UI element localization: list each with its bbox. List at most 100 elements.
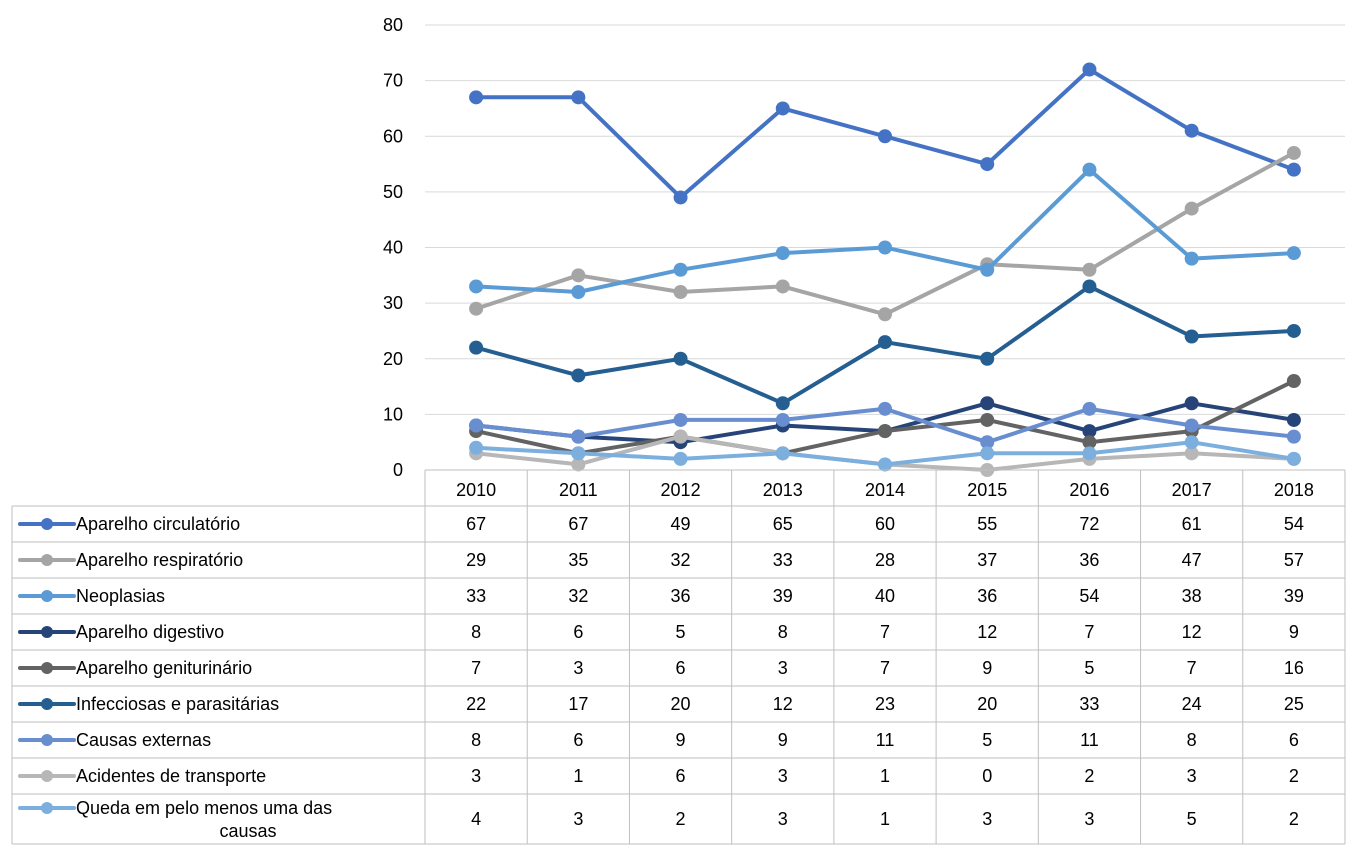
data-label: 7 [880, 622, 890, 642]
data-point [1286, 451, 1301, 466]
data-point [1286, 145, 1301, 160]
x-tick-label: 2017 [1172, 480, 1212, 500]
data-point [469, 440, 484, 455]
data-label: 9 [982, 658, 992, 678]
data-point [1184, 418, 1199, 433]
data-point [980, 262, 995, 277]
data-label: 20 [977, 694, 997, 714]
x-tick-label: 2012 [661, 480, 701, 500]
data-label: 3 [573, 809, 583, 829]
data-label: 72 [1079, 514, 1099, 534]
data-label: 24 [1182, 694, 1202, 714]
data-label: 49 [671, 514, 691, 534]
data-label: 25 [1284, 694, 1304, 714]
legend-key-marker [41, 698, 53, 710]
series [469, 401, 1301, 450]
data-label: 36 [1079, 550, 1099, 570]
data-label: 38 [1182, 586, 1202, 606]
legend-key-marker [41, 554, 53, 566]
data-label: 33 [466, 586, 486, 606]
row-label: causas [219, 821, 276, 841]
x-tick-label: 2013 [763, 480, 803, 500]
data-label: 12 [1182, 622, 1202, 642]
data-label: 3 [778, 809, 788, 829]
data-label: 47 [1182, 550, 1202, 570]
row-label: Causas externas [76, 730, 211, 750]
data-label: 7 [1084, 622, 1094, 642]
data-label: 3 [778, 658, 788, 678]
data-label: 36 [671, 586, 691, 606]
data-label: 9 [676, 730, 686, 750]
legend-key-marker [41, 770, 53, 782]
data-point [1286, 162, 1301, 177]
data-label: 2 [1084, 766, 1094, 786]
gridlines [425, 24, 1345, 415]
data-point [571, 285, 586, 299]
data-label: 1 [880, 809, 890, 829]
data-point [1082, 279, 1097, 294]
data-point [673, 412, 688, 427]
legend-key-marker [41, 590, 53, 602]
row-label: Neoplasias [76, 586, 165, 606]
data-label: 8 [471, 622, 481, 642]
legend-key-marker [41, 662, 53, 674]
data-point [775, 446, 790, 461]
data-label: 5 [1187, 809, 1197, 829]
data-point [775, 396, 790, 411]
data-label: 54 [1284, 514, 1304, 534]
data-point [1184, 446, 1199, 461]
data-label: 8 [778, 622, 788, 642]
data-point [775, 101, 790, 116]
data-label: 55 [977, 514, 997, 534]
data-label: 32 [568, 586, 588, 606]
data-label: 36 [977, 586, 997, 606]
y-tick-label: 70 [383, 71, 403, 91]
data-label: 11 [876, 730, 895, 750]
y-tick-label: 10 [383, 404, 403, 424]
data-label: 2 [1289, 766, 1299, 786]
x-tick-label: 2010 [456, 480, 496, 500]
data-label: 3 [778, 766, 788, 786]
data-point [469, 340, 484, 355]
y-tick-label: 40 [383, 238, 403, 258]
data-point [1184, 435, 1199, 450]
data-point [469, 418, 484, 433]
data-label: 61 [1182, 514, 1202, 534]
x-tick-label: 2014 [865, 480, 905, 500]
data-point [469, 279, 484, 294]
data-label: 33 [1079, 694, 1099, 714]
data-label: 1 [573, 766, 583, 786]
series [469, 162, 1301, 299]
data-label: 2 [676, 809, 686, 829]
y-tick-label: 50 [383, 182, 403, 202]
row-label: Aparelho geniturinário [76, 658, 252, 678]
data-label: 54 [1079, 586, 1099, 606]
data-label: 57 [1284, 550, 1304, 570]
row-label: Aparelho respiratório [76, 550, 243, 570]
data-label: 17 [568, 694, 588, 714]
data-label: 28 [875, 550, 895, 570]
row-label: Aparelho circulatório [76, 514, 240, 534]
data-point [571, 446, 586, 461]
data-label: 37 [977, 550, 997, 570]
data-point [469, 90, 484, 105]
x-tick-label: 2015 [967, 480, 1007, 500]
series [469, 145, 1301, 322]
data-point [878, 240, 892, 255]
data-label: 67 [568, 514, 588, 534]
data-label: 11 [1080, 730, 1099, 750]
data-label: 40 [875, 586, 895, 606]
row-label: Aparelho digestivo [76, 622, 224, 642]
data-point [673, 351, 688, 366]
data-label: 7 [471, 658, 481, 678]
x-tick-label: 2016 [1069, 480, 1109, 500]
data-label: 5 [676, 622, 686, 642]
data-point [878, 307, 892, 322]
data-point [571, 429, 586, 444]
data-label: 1 [880, 766, 890, 786]
row-label: Infecciosas e parasitárias [76, 694, 279, 714]
data-point [878, 335, 892, 350]
row-label: Queda em pelo menos uma das [76, 798, 332, 818]
data-point [1184, 251, 1199, 266]
